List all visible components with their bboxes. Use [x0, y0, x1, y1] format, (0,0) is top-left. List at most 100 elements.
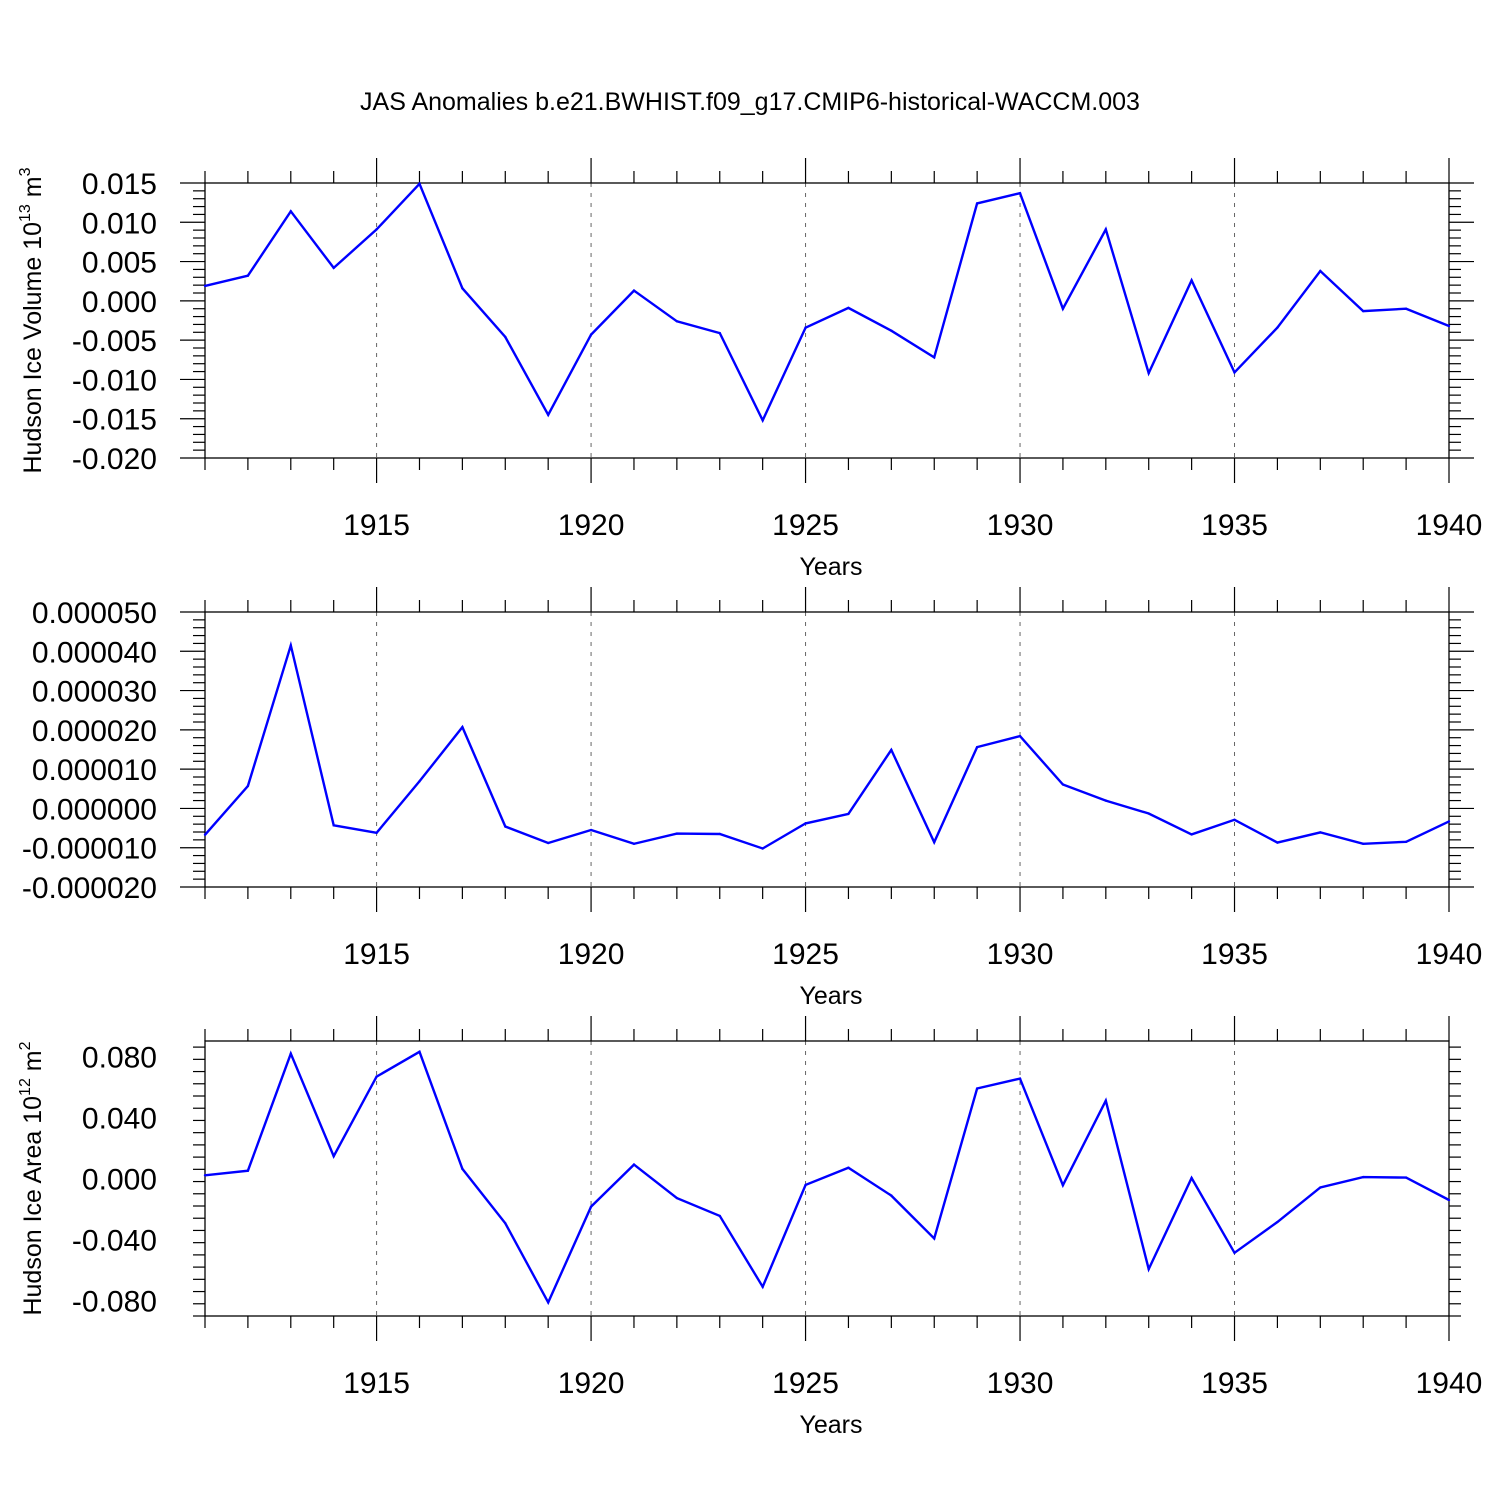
data-point [1362, 309, 1365, 313]
data-point [203, 284, 207, 288]
plot-frame [204, 611, 1450, 888]
x-axis-label: Years [799, 553, 862, 581]
data-point [1447, 820, 1451, 823]
data-point [418, 780, 421, 783]
data-point [1233, 1251, 1236, 1254]
data-point [504, 825, 507, 828]
x-tick-label: 1935 [1201, 938, 1268, 971]
data-point [847, 306, 850, 310]
data-point [589, 1205, 593, 1208]
data-point [1018, 1077, 1022, 1080]
data-point [890, 329, 893, 332]
x-tick-label: 1940 [1416, 509, 1483, 542]
x-tick-label: 1925 [772, 509, 839, 542]
data-point [890, 748, 893, 752]
data-point [975, 745, 979, 749]
data-point [675, 832, 679, 835]
data-point [718, 1214, 721, 1218]
data-point [761, 419, 764, 422]
data-point [461, 725, 464, 729]
x-tick-label: 1935 [1201, 1367, 1268, 1400]
data-point [1404, 1176, 1408, 1179]
data-point [332, 266, 335, 270]
chart-panels: 1915 1920 1925 1930 1935 1940 Years -0.020 -0.01… [17, 158, 1482, 1439]
x-tick-label: 1925 [772, 938, 839, 971]
data-point [289, 210, 292, 213]
data-point [1319, 1186, 1322, 1189]
y-tick-label: -0.020 [72, 443, 157, 476]
x-axis-label: Years [799, 982, 862, 1010]
data-point [1447, 324, 1451, 328]
data-point [1404, 307, 1408, 310]
data-point [1447, 1198, 1451, 1202]
data-point [675, 1196, 679, 1200]
y-tick-label: -0.005 [72, 325, 157, 358]
x-tick-label: 1920 [558, 1367, 625, 1400]
data-point [504, 1222, 507, 1225]
data-point [418, 1050, 421, 1054]
y-tick-label: 0.015 [82, 168, 157, 201]
chart-title: JAS Anomalies b.e21.BWHIST.f09_g17.CMIP6… [360, 88, 1140, 116]
data-point [1276, 841, 1279, 844]
y-tick-label: 0.040 [82, 1102, 157, 1135]
data-point [1404, 840, 1408, 844]
y-tick-label: -0.000020 [22, 872, 157, 905]
data-point [847, 812, 850, 816]
y-tick-label: 0.000040 [32, 636, 157, 669]
y-tick-label: 0.000030 [32, 676, 157, 709]
x-tick-label: 1930 [987, 1367, 1054, 1400]
data-point [761, 847, 764, 850]
y-tick-label: 0.000 [82, 1164, 157, 1197]
data-point [975, 202, 979, 205]
data-point [461, 287, 464, 290]
data-point [1104, 1099, 1108, 1102]
data-point [589, 333, 593, 336]
data-point [246, 784, 250, 788]
y-axis-label: Hudson Ice Area 1012 m2 [17, 1041, 47, 1315]
data-point [933, 1237, 936, 1240]
data-point [418, 182, 421, 185]
series-line-3 [204, 1050, 1450, 1306]
data-point [890, 1194, 893, 1197]
data-point [1190, 833, 1193, 836]
data-point [1276, 326, 1279, 329]
x-tick-label: 1935 [1201, 509, 1268, 542]
y-tick-label: -0.015 [72, 404, 157, 437]
data-point [1061, 783, 1065, 786]
y-tick-label: -0.080 [72, 1286, 157, 1319]
data-point [546, 1301, 550, 1304]
x-tick-label: 1925 [772, 1367, 839, 1400]
x-tick-label: 1915 [343, 938, 410, 971]
plot-frame [204, 1040, 1450, 1317]
y-tick-label: -0.010 [72, 364, 157, 397]
data-point [847, 1166, 850, 1169]
data-point [1233, 371, 1236, 374]
data-point [375, 1075, 378, 1078]
data-point [332, 1154, 335, 1158]
y-tick-label: 0.000 [82, 286, 157, 319]
panel-3: 1915 1920 1925 1930 1935 1940 Years -0.080 -0.04… [17, 1016, 1482, 1439]
data-point [546, 413, 550, 416]
data-point [804, 326, 807, 329]
x-tick-label: 1915 [343, 509, 410, 542]
data-point [933, 356, 936, 359]
x-tick-label: 1920 [558, 938, 625, 971]
data-point [289, 1052, 292, 1055]
data-point [1147, 812, 1150, 815]
series-line-1 [204, 181, 1450, 424]
data-point [632, 289, 636, 292]
data-point [632, 842, 636, 845]
data-point [375, 228, 378, 231]
data-point [504, 335, 507, 339]
y-tick-label: 0.005 [82, 247, 157, 280]
plot-frame [204, 182, 1450, 459]
data-point [1362, 1175, 1365, 1179]
y-tick-label: 0.000050 [32, 597, 157, 630]
y-tick-label: -0.000010 [22, 833, 157, 866]
data-point [1061, 1184, 1065, 1187]
data-point [289, 644, 292, 647]
panel-1: 1915 1920 1925 1930 1935 1940 Years -0.020 -0.01… [17, 158, 1482, 581]
data-point [461, 1167, 464, 1171]
data-point [1362, 842, 1365, 845]
